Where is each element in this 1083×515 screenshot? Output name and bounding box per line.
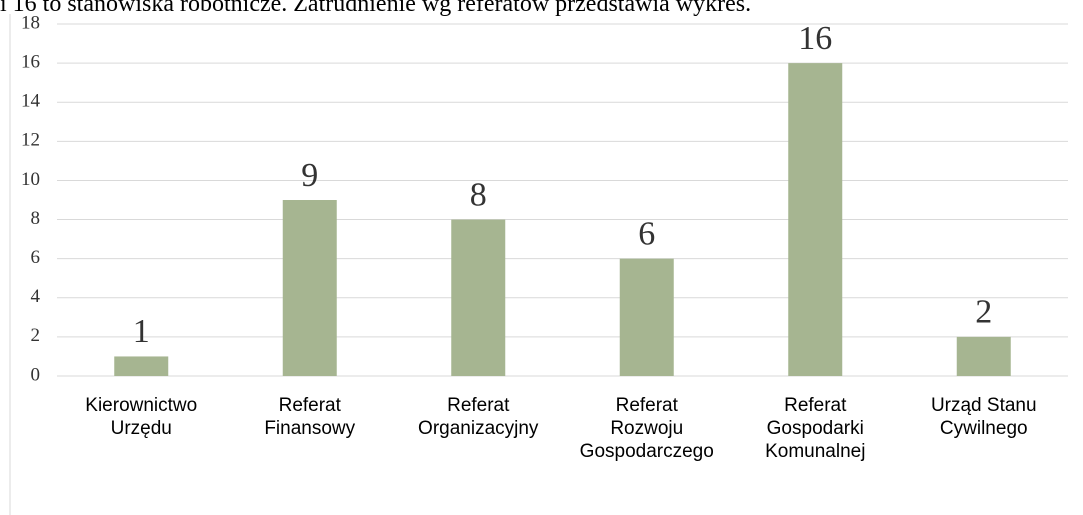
value-label: 16 [798, 20, 832, 57]
caption: i 16 to stanowiska robotnicze. Zatrudnie… [0, 0, 752, 17]
value-label: 6 [638, 215, 655, 252]
x-tick-label: Kierownictwo Urzędu [85, 395, 198, 439]
y-tick-label: 4 [31, 286, 41, 307]
y-tick-label: 10 [21, 169, 40, 190]
value-label: 2 [975, 294, 992, 331]
bar [788, 63, 843, 376]
bar [956, 336, 1011, 376]
y-tick-label: 12 [21, 130, 40, 151]
value-label: 8 [470, 176, 487, 213]
bar [114, 356, 169, 376]
value-label: 1 [133, 313, 150, 350]
value-label: 9 [301, 157, 318, 194]
bar [619, 258, 674, 376]
bar [282, 200, 337, 376]
y-tick-label: 6 [31, 247, 41, 268]
bar [451, 219, 506, 376]
x-tick-label: Referat Organizacyjny [418, 395, 539, 439]
y-tick-label: 14 [21, 91, 41, 112]
y-tick-label: 18 [21, 12, 40, 33]
y-tick-label: 2 [31, 325, 41, 346]
y-tick-label: 8 [31, 208, 41, 229]
x-tick-label: Referat Finansowy [264, 395, 356, 439]
x-tick-label: Referat Gospodarki Komunalnej [765, 395, 866, 462]
y-tick-label: 16 [21, 51, 40, 72]
x-tick-label: Urząd Stanu Cywilnego [930, 395, 1037, 439]
x-tick-label: Referat Rozwoju Gospodarczego [579, 395, 714, 462]
y-tick-label: 0 [31, 364, 41, 385]
